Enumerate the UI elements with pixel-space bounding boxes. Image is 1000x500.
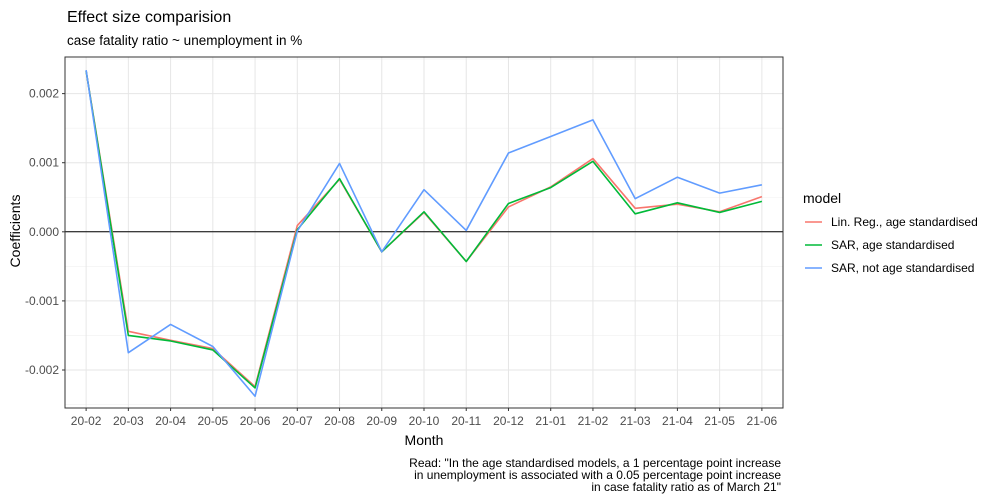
x-axis-title: Month — [405, 432, 444, 448]
x-tick-label: 21-02 — [578, 414, 609, 428]
legend-label-2: SAR, age standardised — [831, 238, 954, 252]
x-tick-label: 20-12 — [493, 414, 524, 428]
y-tick-label: 0.000 — [29, 225, 59, 239]
y-tick-label: -0.001 — [25, 294, 59, 308]
caption-line-3: in case fatality ratio as of March 21" — [591, 480, 781, 494]
y-tick-label: 0.002 — [29, 87, 59, 101]
x-tick-label: 21-03 — [620, 414, 651, 428]
x-tick-label: 20-09 — [366, 414, 397, 428]
series-line-3 — [85, 70, 763, 398]
caption-line-2: in unemployment is associated with a 0.0… — [414, 468, 781, 482]
x-tick-label: 20-08 — [324, 414, 355, 428]
x-tick-label: 20-06 — [240, 414, 271, 428]
y-tick-label: -0.002 — [25, 363, 59, 377]
legend-label-3: SAR, not age standardised — [831, 261, 974, 275]
caption-line-1: Read: "In the age standardised models, a… — [409, 456, 781, 470]
y-tick-label: 0.001 — [29, 156, 59, 170]
chart-subtitle: case fatality ratio ~ unemployment in % — [67, 33, 302, 48]
x-tick-label: 21-01 — [535, 414, 566, 428]
x-tick-label: 20-05 — [197, 414, 228, 428]
legend-title: model — [803, 190, 841, 206]
x-tick-label: 20-02 — [71, 414, 102, 428]
x-tick-label: 20-04 — [155, 414, 186, 428]
x-axis: 20-02 20-03 20-04 20-05 20-06 20-07 20-08 20-09… — [71, 408, 778, 428]
series-lines — [85, 70, 763, 398]
x-tick-label: 21-05 — [704, 414, 735, 428]
legend: model Lin. Reg., age standardised SAR, ag… — [803, 190, 978, 275]
x-tick-label: 20-07 — [282, 414, 313, 428]
y-axis: 0.002 0.001 0.000 -0.001 -0.002 — [25, 87, 65, 377]
x-tick-label: 21-06 — [747, 414, 778, 428]
chart-title: Effect size comparision — [67, 9, 231, 26]
x-tick-label: 20-03 — [113, 414, 144, 428]
x-tick-label: 20-10 — [409, 414, 440, 428]
series-line-2 — [85, 70, 763, 389]
y-axis-title: Coefficients — [7, 195, 23, 268]
legend-label-1: Lin. Reg., age standardised — [831, 215, 978, 229]
x-tick-label: 20-11 — [451, 414, 481, 428]
caption: Read: "In the age standardised models, a… — [409, 456, 781, 494]
x-tick-label: 21-04 — [662, 414, 693, 428]
